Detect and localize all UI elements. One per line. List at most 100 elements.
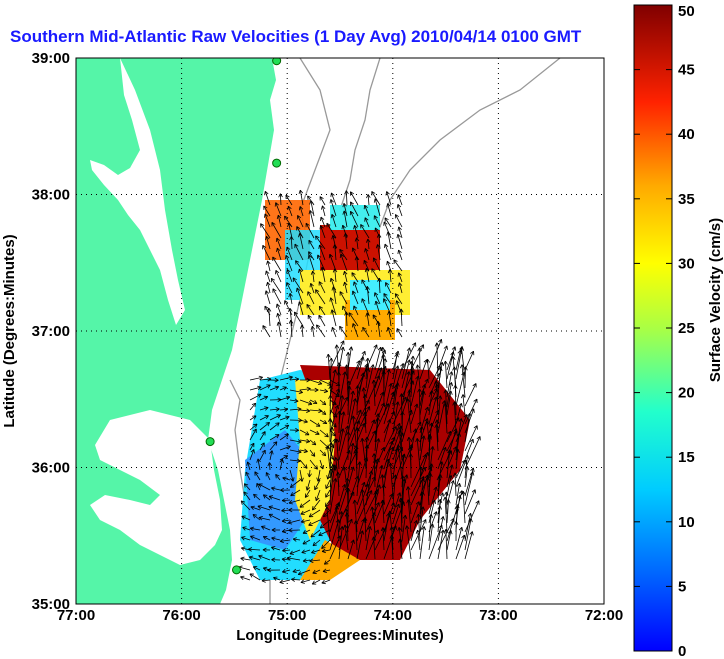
velocity-arrow (279, 193, 282, 206)
arrow-head (468, 518, 472, 522)
velocity-arrow (336, 438, 340, 470)
arrow-head (364, 268, 367, 273)
arrow-head (290, 236, 294, 241)
velocity-arrow (309, 439, 317, 446)
arrow-head (288, 509, 293, 513)
arrow-head (453, 366, 457, 371)
arrow-head (257, 385, 262, 388)
velocity-arrow (317, 254, 326, 272)
arrow-head (397, 194, 402, 198)
arrow-head (345, 311, 349, 316)
arrow-head (326, 222, 331, 226)
arrow-head (252, 428, 257, 432)
arrow-head (308, 239, 313, 243)
arrow-head (455, 521, 459, 525)
velocity-arrow (279, 416, 290, 421)
arrow-head (402, 411, 405, 416)
velocity-arrow (407, 398, 412, 434)
arrow-head (306, 386, 311, 390)
arrow-head (424, 451, 429, 456)
arrow-head (276, 237, 281, 241)
arrow-head (355, 427, 358, 432)
arrow-head (450, 480, 454, 484)
arrow-head (282, 568, 286, 573)
velocity-arrow (389, 269, 392, 283)
arrow-head (332, 286, 337, 291)
arrow-head (292, 277, 297, 281)
arrow-head (323, 515, 328, 518)
velocity-arrow (321, 267, 326, 283)
arrow-head (386, 203, 389, 208)
arrow-head (378, 233, 382, 238)
arrow-head (287, 557, 291, 561)
velocity-arrow (263, 494, 271, 501)
velocity-arrow (249, 442, 255, 451)
arrow-head (282, 550, 287, 553)
arrow-head (298, 233, 300, 238)
arrow-head (261, 449, 266, 453)
arrow-head (288, 205, 292, 210)
velocity-arrow (258, 517, 271, 521)
arrow-head (297, 441, 302, 444)
arrow-head (458, 526, 463, 531)
velocity-arrow (419, 359, 428, 380)
arrow-head (438, 366, 441, 371)
velocity-arrow (401, 515, 406, 542)
arrow-head (306, 304, 311, 307)
arrow-head (335, 478, 338, 483)
arrow-head (342, 395, 345, 400)
arrow-head (368, 470, 372, 475)
arrow-head (317, 383, 322, 386)
arrow-head (417, 364, 421, 369)
arrow-head (301, 521, 306, 524)
arrow-head (387, 231, 391, 236)
arrow-head (388, 513, 391, 518)
arrow-head (318, 314, 323, 318)
velocity-arrow (263, 205, 271, 217)
arrow-head (448, 475, 452, 479)
arrow-head (375, 491, 378, 496)
arrow-head (297, 571, 302, 575)
arrow-head (389, 510, 393, 515)
arrow-head (324, 451, 327, 456)
arrow-head (383, 353, 386, 358)
velocity-arrow (401, 359, 410, 389)
velocity-arrow (373, 512, 376, 542)
arrow-head (306, 408, 311, 412)
arrow-head (351, 415, 354, 420)
arrow-head (396, 300, 400, 304)
arrow-head (267, 384, 271, 389)
arrow-head (329, 426, 333, 431)
velocity-arrow (428, 390, 433, 416)
velocity-arrow (299, 189, 304, 206)
arrow-head (279, 538, 284, 542)
velocity-arrow (326, 506, 331, 542)
arrow-head (316, 324, 321, 327)
velocity-arrow (309, 559, 321, 562)
arrow-head (420, 476, 424, 480)
velocity-arrow (262, 245, 271, 261)
velocity-arrow (383, 369, 390, 398)
velocity-arrow (375, 300, 381, 316)
arrow-head (252, 514, 255, 519)
arrow-head (386, 327, 389, 332)
arrow-head (326, 353, 329, 358)
arrow-head (257, 458, 261, 463)
velocity-arrow (332, 235, 337, 250)
arrow-head (455, 428, 458, 433)
arrow-head (300, 579, 305, 583)
velocity-arrow (361, 298, 370, 316)
arrow-head (265, 407, 269, 411)
arrow-head (385, 366, 387, 371)
arrow-head (399, 492, 402, 497)
velocity-arrow (446, 499, 449, 524)
arrow-head (431, 463, 434, 468)
grid-lines (76, 58, 604, 604)
velocity-arrow (338, 487, 348, 515)
arrow-head (271, 547, 275, 551)
velocity-arrow (279, 459, 283, 471)
velocity-arrow (454, 401, 457, 434)
velocity-arrow (347, 420, 360, 452)
arrow-head (252, 566, 256, 571)
